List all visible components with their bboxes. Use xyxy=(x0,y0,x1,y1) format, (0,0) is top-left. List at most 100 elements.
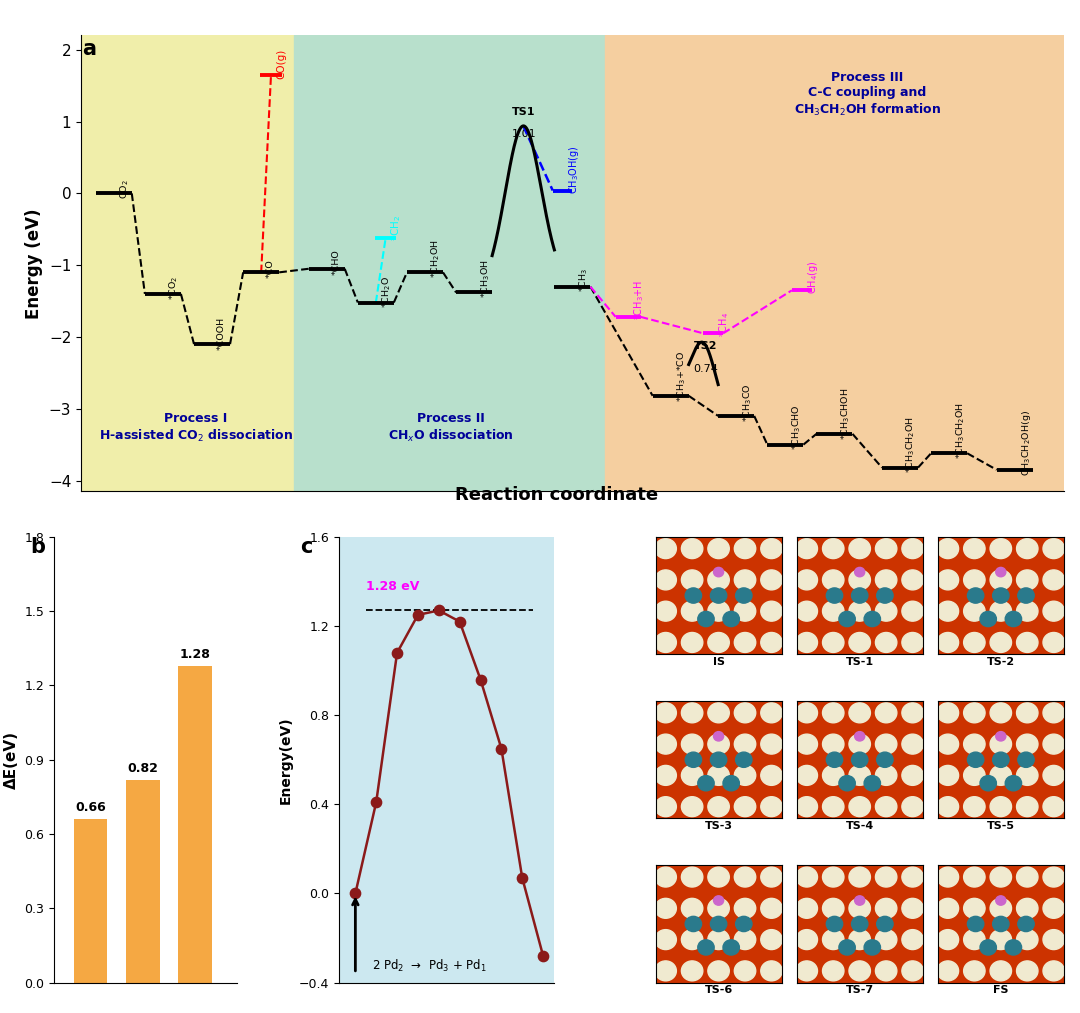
Circle shape xyxy=(714,895,724,906)
Circle shape xyxy=(864,940,880,955)
Circle shape xyxy=(968,917,984,932)
Circle shape xyxy=(796,539,818,558)
X-axis label: TS-3: TS-3 xyxy=(704,822,732,832)
Circle shape xyxy=(990,539,1012,558)
Circle shape xyxy=(1016,796,1038,816)
Circle shape xyxy=(681,703,703,723)
X-axis label: TS-1: TS-1 xyxy=(846,657,874,667)
Circle shape xyxy=(839,612,855,627)
Circle shape xyxy=(1005,612,1022,627)
Point xyxy=(472,672,489,688)
Circle shape xyxy=(723,612,740,627)
Point xyxy=(492,741,510,757)
Circle shape xyxy=(990,766,1012,785)
Circle shape xyxy=(734,961,756,981)
Circle shape xyxy=(990,961,1012,981)
Circle shape xyxy=(714,731,724,741)
Circle shape xyxy=(654,961,676,981)
X-axis label: IS: IS xyxy=(713,657,725,667)
Circle shape xyxy=(707,703,729,723)
Text: TS1: TS1 xyxy=(512,107,536,118)
Circle shape xyxy=(937,930,959,949)
Circle shape xyxy=(849,703,870,723)
Circle shape xyxy=(849,930,870,949)
Circle shape xyxy=(685,588,702,603)
Circle shape xyxy=(851,752,868,768)
Text: *CH$_3$: *CH$_3$ xyxy=(578,268,590,293)
Text: *CO$_2$: *CO$_2$ xyxy=(167,276,180,300)
Circle shape xyxy=(993,588,1009,603)
Circle shape xyxy=(1016,539,1038,558)
Circle shape xyxy=(1016,734,1038,754)
Circle shape xyxy=(711,917,727,932)
Circle shape xyxy=(734,570,756,590)
Circle shape xyxy=(707,570,729,590)
Circle shape xyxy=(876,766,896,785)
Circle shape xyxy=(990,703,1012,723)
Point xyxy=(389,644,406,660)
Circle shape xyxy=(654,867,676,887)
Circle shape xyxy=(823,601,843,621)
Circle shape xyxy=(849,539,870,558)
Circle shape xyxy=(760,703,782,723)
Text: *CH$_2$O: *CH$_2$O xyxy=(381,277,393,308)
Circle shape xyxy=(993,752,1009,768)
Circle shape xyxy=(826,752,842,768)
Text: *CH$_3$+*CO: *CH$_3$+*CO xyxy=(676,350,688,401)
Text: CH$_4$(g): CH$_4$(g) xyxy=(806,260,820,294)
Circle shape xyxy=(937,539,959,558)
Circle shape xyxy=(849,867,870,887)
Circle shape xyxy=(963,867,985,887)
Circle shape xyxy=(980,612,997,627)
Circle shape xyxy=(714,567,724,576)
Circle shape xyxy=(707,766,729,785)
Circle shape xyxy=(654,632,676,652)
Circle shape xyxy=(1016,601,1038,621)
Circle shape xyxy=(990,867,1012,887)
Circle shape xyxy=(849,766,870,785)
Circle shape xyxy=(734,867,756,887)
Circle shape xyxy=(849,899,870,919)
Circle shape xyxy=(1016,899,1038,919)
Circle shape xyxy=(990,601,1012,621)
Circle shape xyxy=(990,734,1012,754)
Circle shape xyxy=(990,796,1012,816)
Circle shape xyxy=(734,734,756,754)
Text: Process I
H-assisted CO$_2$ dissociation: Process I H-assisted CO$_2$ dissociation xyxy=(98,412,293,444)
Circle shape xyxy=(1043,961,1065,981)
Circle shape xyxy=(877,917,893,932)
Circle shape xyxy=(823,961,843,981)
Bar xyxy=(81,35,294,491)
Circle shape xyxy=(1043,796,1065,816)
Circle shape xyxy=(1016,867,1038,887)
Circle shape xyxy=(990,930,1012,949)
Text: a: a xyxy=(82,40,96,59)
X-axis label: TS-7: TS-7 xyxy=(846,986,874,996)
Circle shape xyxy=(796,930,818,949)
Circle shape xyxy=(990,632,1012,652)
Circle shape xyxy=(681,867,703,887)
Circle shape xyxy=(711,588,727,603)
Circle shape xyxy=(1043,539,1065,558)
Circle shape xyxy=(796,703,818,723)
Circle shape xyxy=(796,632,818,652)
Circle shape xyxy=(760,930,782,949)
Circle shape xyxy=(654,734,676,754)
Text: CO$_2$: CO$_2$ xyxy=(119,179,131,200)
Circle shape xyxy=(760,766,782,785)
Circle shape xyxy=(990,899,1012,919)
Circle shape xyxy=(654,570,676,590)
Circle shape xyxy=(1043,766,1065,785)
Circle shape xyxy=(1043,632,1065,652)
Text: *CO: *CO xyxy=(266,259,275,279)
Point xyxy=(535,948,552,964)
Circle shape xyxy=(734,766,756,785)
Circle shape xyxy=(902,766,923,785)
Circle shape xyxy=(823,734,843,754)
Text: *CH$_2$: *CH$_2$ xyxy=(390,216,404,241)
Y-axis label: Energy (eV): Energy (eV) xyxy=(25,208,43,319)
Circle shape xyxy=(937,766,959,785)
Circle shape xyxy=(796,570,818,590)
Circle shape xyxy=(796,601,818,621)
Point xyxy=(367,794,384,810)
